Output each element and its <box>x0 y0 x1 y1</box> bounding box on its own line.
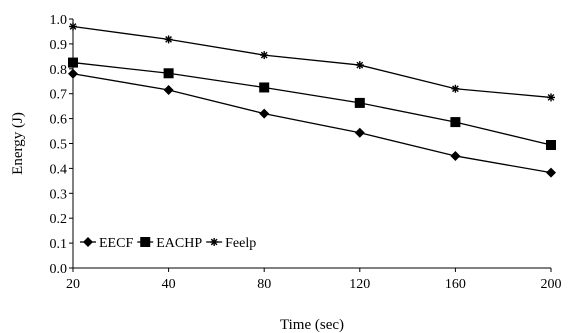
x-tick-label: 80 <box>257 277 271 292</box>
legend-label: Feelp <box>225 236 256 251</box>
data-point-eecf <box>354 127 365 138</box>
data-point-feelp <box>451 84 460 93</box>
y-tick-label: 0.9 <box>50 38 68 53</box>
data-point-feelp <box>69 22 77 31</box>
data-point-eachp <box>259 82 270 93</box>
data-point-eecf <box>68 68 78 79</box>
y-tick-label: 0.4 <box>50 162 68 177</box>
data-point-eachp <box>354 97 365 108</box>
series-line-eachp <box>72 61 552 146</box>
data-point-eachp <box>546 139 556 150</box>
legend: EECF EACHP Feelp <box>80 236 256 251</box>
x-tick-group: 20 40 80 120 160 200 <box>66 268 562 292</box>
legend-item-eecf: EECF <box>80 236 133 251</box>
legend-marker-eecf <box>83 237 93 247</box>
series-eecf <box>68 68 556 178</box>
data-point-eecf <box>163 84 174 95</box>
legend-label: EACHP <box>156 236 202 251</box>
series-feelp <box>69 22 555 102</box>
x-tick-label: 120 <box>349 277 370 292</box>
y-axis-title: Energy (J) <box>10 112 26 175</box>
data-point-feelp <box>164 35 173 44</box>
y-tick-label: 0.7 <box>50 88 68 103</box>
data-point-eecf <box>450 150 461 161</box>
y-tick-label: 0.1 <box>50 237 68 252</box>
data-point-eecf <box>546 167 556 178</box>
x-tick-label: 200 <box>541 277 562 292</box>
data-point-feelp <box>260 51 269 60</box>
y-tick-label: 0.8 <box>50 63 68 78</box>
series-line-feelp <box>72 25 552 99</box>
series-layer <box>68 22 556 178</box>
y-tick-label: 0.2 <box>50 212 68 227</box>
x-axis-title: Time (sec) <box>280 317 344 333</box>
x-tick-label: 40 <box>162 277 176 292</box>
data-point-eachp <box>450 117 461 128</box>
x-tick-label: 20 <box>66 277 80 292</box>
y-tick-label: 0.3 <box>50 187 68 202</box>
legend-label: EECF <box>99 236 133 251</box>
y-tick-label: 1.0 <box>50 13 68 28</box>
data-point-eachp <box>68 57 78 68</box>
data-point-feelp <box>355 61 364 70</box>
legend-item-eachp: EACHP <box>137 236 202 251</box>
series-eachp <box>68 57 556 150</box>
y-tick-group: 0.0 0.1 0.2 0.3 0.4 0.5 0.6 0.7 0.8 0.9 1.0 <box>50 13 73 277</box>
data-point-eachp <box>163 68 174 79</box>
axes: 0.0 0.1 0.2 0.3 0.4 0.5 0.6 0.7 0.8 0.9 1.0 20 40 80… <box>50 13 562 292</box>
legend-item-feelp: Feelp <box>206 236 256 251</box>
y-tick-label: 0.6 <box>50 113 68 128</box>
data-point-feelp <box>547 93 555 102</box>
y-tick-label: 0.5 <box>50 138 68 153</box>
legend-marker-eachp <box>140 237 151 247</box>
data-point-eecf <box>259 108 270 119</box>
x-tick-label: 160 <box>445 277 466 292</box>
legend-marker-feelp <box>210 238 219 246</box>
series-line-eecf <box>72 73 552 174</box>
y-tick-label: 0.0 <box>50 262 68 277</box>
